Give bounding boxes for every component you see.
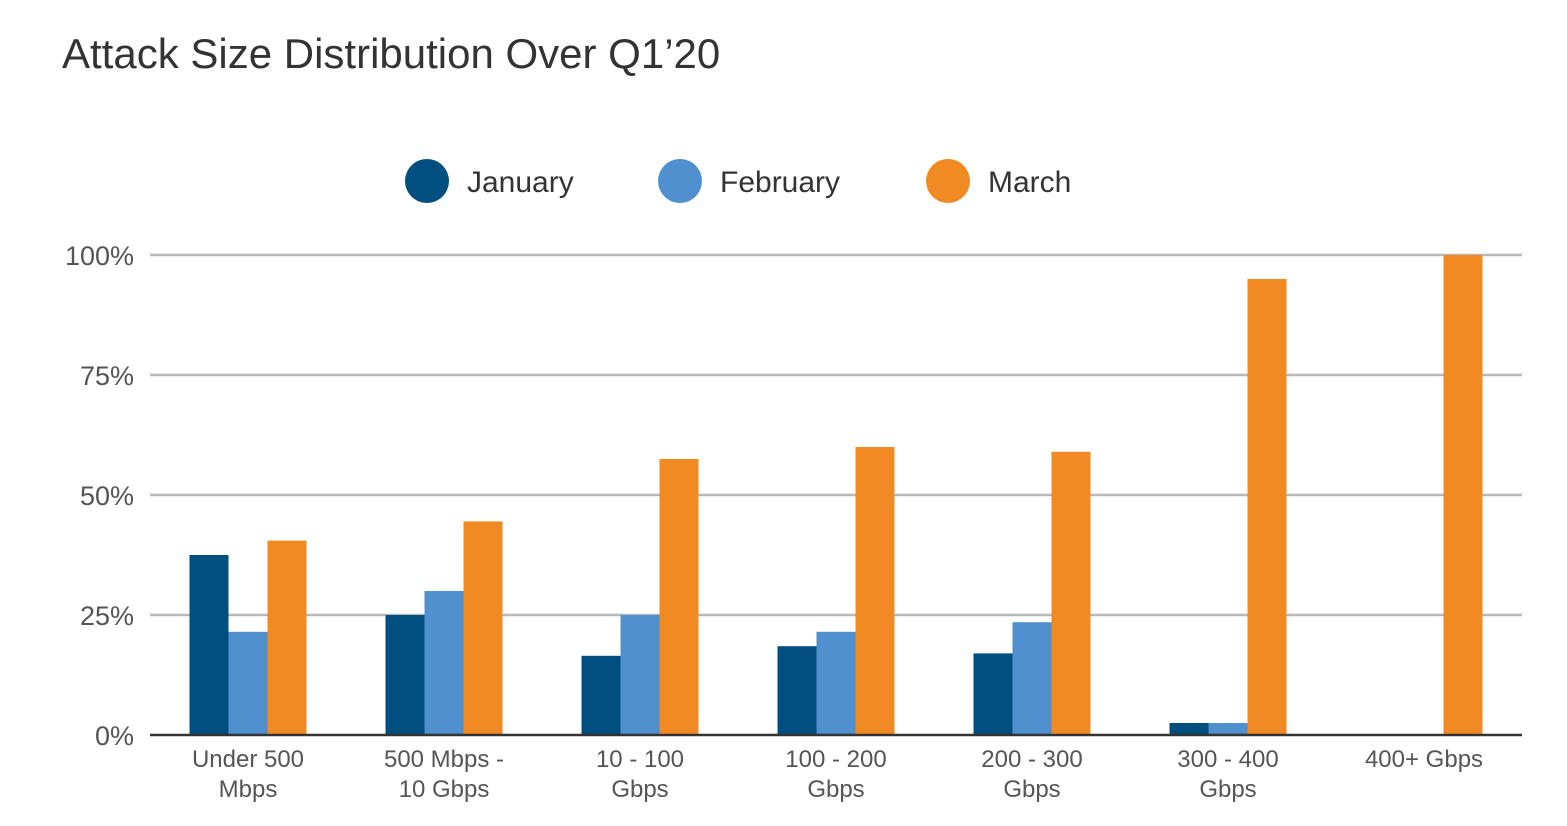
- legend-swatch: [405, 159, 449, 203]
- bar-january: [385, 615, 425, 735]
- bar-february: [424, 591, 464, 735]
- bar-february: [1208, 723, 1248, 735]
- legend-label: March: [988, 166, 1071, 199]
- bar-march: [1247, 279, 1287, 735]
- legend-swatch: [926, 159, 970, 203]
- gridlines: [150, 253, 1522, 617]
- x-category-label: 10 - 100 Gbps: [596, 746, 684, 803]
- x-category-label: 300 - 400 Gbps: [1177, 746, 1278, 803]
- bar-march: [463, 521, 503, 735]
- y-tick-label: 0%: [95, 721, 134, 751]
- x-category-label: 200 - 300 Gbps: [981, 746, 1082, 803]
- legend-label: January: [467, 166, 574, 199]
- x-category-label: 400+ Gbps: [1365, 746, 1483, 773]
- x-category-label: 500 Mbps -10 Gbps: [384, 746, 504, 803]
- y-axis-ticks: 0% 25% 50% 75% 100%: [65, 241, 134, 751]
- bars: [189, 255, 1483, 735]
- bar-january: [189, 555, 229, 735]
- bar-january: [973, 653, 1013, 735]
- bar-january: [581, 655, 621, 735]
- bar-march: [1443, 255, 1483, 735]
- bar-february: [620, 615, 660, 735]
- y-tick-label: 100%: [65, 241, 134, 271]
- bar-march: [1051, 451, 1091, 735]
- bar-february: [1012, 622, 1052, 735]
- legend-item-january: January: [405, 159, 574, 203]
- x-category-label: 100 - 200 Gbps: [785, 746, 886, 803]
- legend-label: February: [720, 166, 840, 199]
- x-category-label: Under 500 Mbps: [192, 746, 304, 803]
- bar-january: [1169, 723, 1209, 735]
- legend: January February March: [405, 159, 1071, 203]
- bar-march: [855, 447, 895, 735]
- chart-title: Attack Size Distribution Over Q1’20: [62, 30, 721, 77]
- legend-item-march: March: [926, 159, 1071, 203]
- bar-january: [777, 646, 817, 735]
- bar-february: [816, 631, 856, 735]
- bar-february: [228, 631, 268, 735]
- bar-march: [267, 540, 307, 735]
- x-axis-categories: Under 500 Mbps 500 Mbps -10 Gbps 10 - 100 Gb…: [192, 746, 1483, 803]
- legend-swatch: [658, 159, 702, 203]
- bar-march: [659, 459, 699, 735]
- y-tick-label: 75%: [80, 361, 134, 391]
- y-tick-label: 25%: [80, 601, 134, 631]
- y-tick-label: 50%: [80, 481, 134, 511]
- legend-item-february: February: [658, 159, 840, 203]
